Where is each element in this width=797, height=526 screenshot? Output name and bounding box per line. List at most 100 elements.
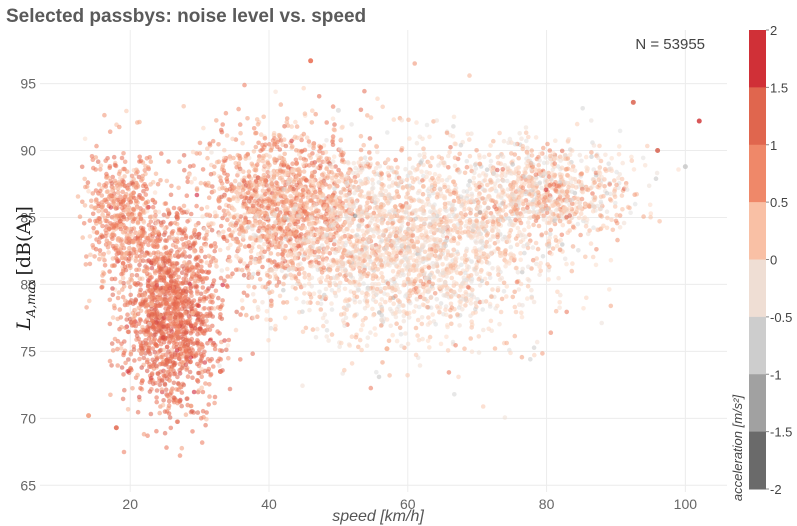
data-point [465, 284, 471, 290]
data-point [400, 268, 406, 273]
data-point [525, 296, 530, 301]
data-point [99, 193, 105, 198]
data-point [170, 306, 176, 312]
data-point [484, 281, 490, 286]
data-point [98, 235, 103, 240]
data-point [314, 264, 319, 269]
data-point [115, 186, 121, 191]
data-point [131, 226, 137, 231]
data-point [273, 157, 278, 162]
data-point [165, 259, 170, 265]
data-point [87, 298, 92, 304]
data-point [111, 154, 117, 160]
data-point [608, 303, 614, 309]
data-point [322, 216, 327, 221]
data-point [403, 229, 408, 235]
data-point [175, 283, 181, 289]
data-point [164, 178, 170, 184]
data-point [201, 125, 206, 131]
data-point [283, 215, 288, 220]
data-point [155, 181, 161, 187]
data-point [212, 248, 217, 254]
data-point [102, 112, 107, 118]
data-point [161, 212, 167, 218]
data-point [258, 245, 264, 250]
data-point [169, 298, 174, 303]
data-point [227, 197, 233, 203]
data-point [100, 223, 105, 229]
data-point [195, 278, 201, 284]
data-point [466, 225, 471, 231]
data-point [230, 271, 235, 277]
data-point [264, 211, 270, 217]
data-point [277, 219, 282, 224]
data-point [467, 198, 473, 203]
data-point [448, 314, 453, 319]
data-point [384, 285, 389, 291]
data-point [212, 346, 218, 352]
data-point [451, 124, 456, 129]
data-point [279, 160, 285, 165]
data-point [135, 409, 141, 415]
data-point [145, 357, 150, 363]
data-point [555, 289, 560, 295]
data-point [174, 278, 179, 283]
data-point [168, 273, 174, 279]
data-point [75, 194, 81, 199]
data-point [356, 160, 362, 165]
data-point [232, 178, 238, 184]
data-point [562, 256, 568, 262]
data-point [100, 204, 105, 210]
data-point [277, 147, 283, 152]
data-point [183, 310, 188, 316]
data-point [206, 195, 212, 200]
data-point [161, 318, 167, 324]
data-point [126, 329, 131, 335]
data-point [518, 281, 524, 287]
data-point [408, 288, 413, 293]
data-point [125, 207, 131, 212]
data-point [393, 293, 398, 299]
data-point [86, 189, 91, 194]
data-point [368, 220, 373, 226]
data-point [217, 363, 222, 369]
data-point [367, 136, 373, 141]
data-point [214, 213, 220, 219]
data-point [108, 192, 113, 198]
data-point [117, 124, 122, 130]
data-point [112, 178, 118, 184]
data-point [380, 278, 386, 284]
data-point [201, 298, 207, 304]
data-point [375, 218, 380, 223]
data-point [130, 180, 135, 185]
data-point [204, 260, 210, 266]
data-point [122, 204, 127, 209]
data-point [137, 262, 142, 268]
data-point [534, 339, 540, 345]
data-point [246, 169, 252, 174]
data-point [438, 277, 444, 283]
data-point [403, 166, 408, 172]
data-point [245, 293, 250, 298]
data-point [394, 321, 399, 327]
data-point [127, 284, 133, 290]
data-point [379, 307, 385, 312]
data-point [307, 153, 312, 158]
data-point [178, 227, 183, 232]
data-point [194, 192, 200, 198]
data-point [383, 160, 389, 165]
data-point [191, 389, 197, 395]
data-point [468, 313, 473, 319]
data-point [428, 209, 433, 214]
data-point [151, 258, 156, 263]
data-point [329, 175, 335, 181]
data-point [182, 167, 187, 173]
data-point [300, 383, 305, 389]
data-point [290, 214, 296, 219]
data-point [497, 130, 502, 136]
data-point [91, 165, 96, 171]
data-point [125, 302, 130, 308]
data-point [203, 422, 208, 428]
data-point [451, 179, 456, 185]
data-point [96, 182, 102, 187]
